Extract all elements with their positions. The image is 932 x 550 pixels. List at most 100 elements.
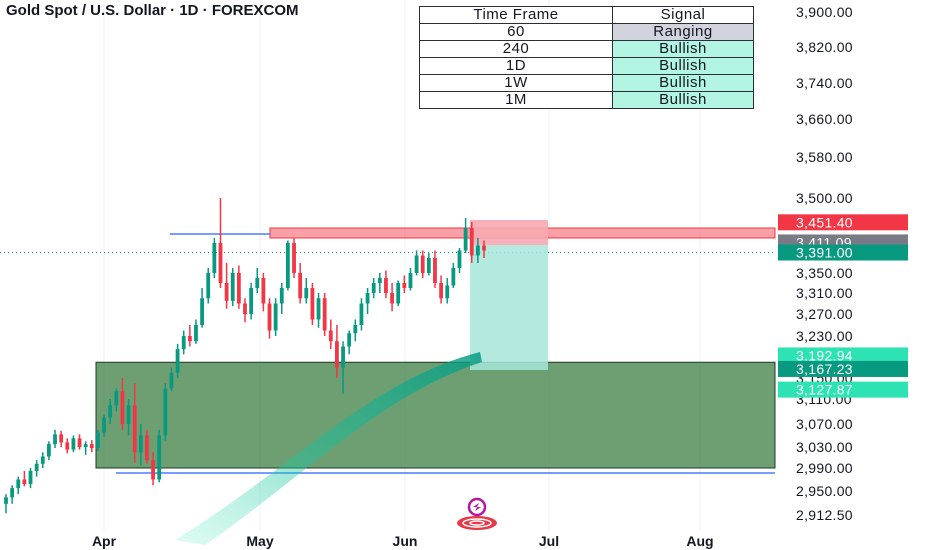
candle-body xyxy=(384,278,388,293)
price-tag-bg xyxy=(778,214,908,231)
price-tag-bg xyxy=(778,360,908,377)
candle-body xyxy=(377,278,382,283)
signal-cell: Bullish xyxy=(612,74,754,92)
candle-body xyxy=(126,405,131,424)
candle-body xyxy=(390,293,394,304)
candle-body xyxy=(365,293,370,304)
signal-cell: Bullish xyxy=(612,91,754,109)
candle-body xyxy=(236,273,241,304)
candle-body xyxy=(151,460,155,480)
candle-body xyxy=(279,288,284,304)
candle-body xyxy=(218,243,223,283)
candle-body xyxy=(482,245,486,251)
candle-body xyxy=(169,372,174,389)
candle-body xyxy=(469,228,474,256)
candle-body xyxy=(16,479,21,489)
candle-body xyxy=(353,325,358,334)
price-axis-label: 3,350.00 xyxy=(796,265,853,281)
candle-body xyxy=(120,391,125,424)
price-axis-label: 3,820.00 xyxy=(796,39,853,55)
candle-body xyxy=(439,283,444,299)
overlay-layer xyxy=(175,352,482,545)
candle-body xyxy=(445,285,450,299)
candle-body xyxy=(212,243,217,273)
candle-body xyxy=(292,243,296,273)
candle-body xyxy=(34,463,39,471)
time-axis-label: Jul xyxy=(539,533,559,549)
price-tag-bg xyxy=(778,244,908,261)
time-axis-label: Apr xyxy=(92,533,117,549)
price-axis-label: 3,660.00 xyxy=(796,111,853,127)
candle-body xyxy=(40,456,45,464)
time-axis[interactable]: Apr May Jun Jul Aug xyxy=(92,533,714,549)
price-tag-label: 3,451.40 xyxy=(796,214,853,230)
price-axis-label: 2,990.00 xyxy=(796,460,853,476)
candle-body xyxy=(77,438,82,447)
candle-body xyxy=(200,298,205,325)
price-tag-label: 3,167.23 xyxy=(796,361,853,377)
price-tags-layer: 3,451.403,411.093,391.003,192.943,167.23… xyxy=(778,214,908,398)
candle-body xyxy=(273,303,278,331)
candle-body xyxy=(304,288,309,299)
candle-body xyxy=(414,255,419,273)
candle-body xyxy=(187,336,192,342)
candle-body xyxy=(83,444,88,447)
candle-body xyxy=(267,303,272,331)
price-tag: 3,127.87 xyxy=(778,381,908,398)
tradingview-logo-icon xyxy=(457,497,497,530)
signal-row: 60 Ranging xyxy=(419,23,754,41)
candle-body xyxy=(175,349,180,373)
price-tag: 3,192.94 xyxy=(778,347,908,364)
price-axis-label: 2,950.00 xyxy=(796,483,853,499)
price-axis-label: 2,912.50 xyxy=(796,507,853,523)
price-axis-label: 3,740.00 xyxy=(796,75,853,91)
price-tag-label: 3,127.87 xyxy=(796,382,853,398)
price-axis-label: 3,310.00 xyxy=(796,285,853,301)
candle-body xyxy=(243,303,247,314)
candle-body xyxy=(10,488,15,498)
stop-loss-zone xyxy=(470,220,548,245)
candle-body xyxy=(359,303,364,325)
price-axis-label: 3,070.00 xyxy=(796,416,853,432)
candle-body xyxy=(249,288,254,314)
candle-body xyxy=(316,298,321,320)
price-tag: 3,167.23 xyxy=(778,360,908,377)
candle-body xyxy=(181,336,186,350)
header-timeframe: Time Frame xyxy=(419,6,613,24)
candles-layer xyxy=(4,198,486,514)
price-axis-label: 3,500.00 xyxy=(796,190,853,206)
candle-body xyxy=(194,325,198,342)
time-axis-label: May xyxy=(246,533,273,549)
candle-body xyxy=(396,283,401,304)
candle-body xyxy=(451,268,456,286)
candle-body xyxy=(285,243,290,288)
candle-body xyxy=(65,442,70,450)
candle-body xyxy=(433,258,437,283)
price-axis-label: 3,030.00 xyxy=(796,439,853,455)
candle-body xyxy=(22,479,27,485)
candle-body xyxy=(114,391,119,406)
candle-body xyxy=(157,435,162,480)
candle-body xyxy=(298,273,303,299)
candle-body xyxy=(457,250,462,268)
projection-arrow xyxy=(175,352,482,545)
signal-row: 1M Bullish xyxy=(419,91,754,109)
signal-cell: Ranging xyxy=(612,23,754,41)
time-axis-label: Aug xyxy=(686,533,713,549)
price-axis-label: 3,270.00 xyxy=(796,306,853,322)
price-tag-bg xyxy=(778,347,908,364)
signal-row: 1W Bullish xyxy=(419,74,754,92)
price-axis[interactable]: 3,900.00 3,820.00 3,740.00 3,660.00 3,580.00… xyxy=(796,4,853,523)
candle-body xyxy=(341,346,345,368)
candle-body xyxy=(426,258,431,273)
price-axis-label: 3,900.00 xyxy=(796,4,853,20)
candle-body xyxy=(475,245,480,256)
signal-table-header: Time Frame Signal xyxy=(419,6,754,24)
candle-body xyxy=(4,497,8,504)
candle-body xyxy=(145,435,149,461)
candle-body xyxy=(230,273,235,301)
candle-body xyxy=(71,438,76,450)
price-axis-label: 3,580.00 xyxy=(796,149,853,165)
candle-body xyxy=(96,432,100,449)
